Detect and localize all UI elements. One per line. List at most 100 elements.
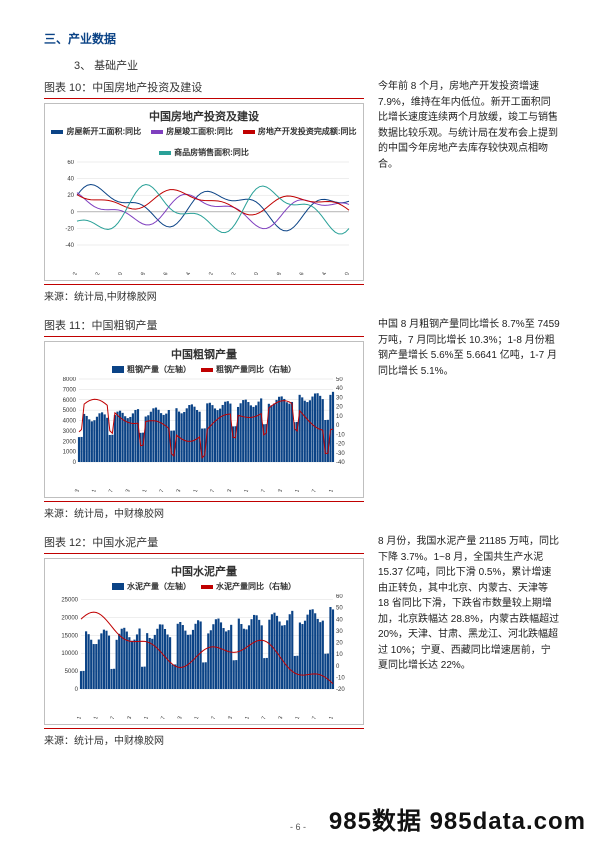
svg-text:2015-07: 2015-07 — [255, 716, 268, 719]
svg-text:40: 40 — [67, 177, 74, 183]
fig10-body: 今年前 8 个月，房地产开发投资增速 7.9%，维持在年内低位。新开工面积同比增… — [378, 79, 560, 172]
svg-text:1000: 1000 — [63, 450, 77, 456]
svg-text:2012-04: 2012-04 — [180, 272, 193, 275]
svg-text:10000: 10000 — [61, 651, 78, 657]
rule — [44, 553, 364, 554]
svg-text:50: 50 — [336, 606, 343, 612]
fig10-caption: 图表 10：中国房地产投资及建设 — [44, 79, 364, 95]
fig11-body: 中国 8 月粗钢产量同比增长 8.7%至 7459 万吨，7 月同比增长 10.… — [378, 317, 560, 379]
svg-text:2014-11: 2014-11 — [238, 489, 250, 492]
svg-text:2016-06: 2016-06 — [293, 272, 306, 275]
rule — [44, 336, 364, 337]
svg-text:2008-12: 2008-12 — [89, 272, 102, 275]
sub-heading: 3、 基础产业 — [74, 57, 560, 73]
svg-text:20: 20 — [67, 193, 74, 199]
svg-text:20000: 20000 — [61, 615, 78, 621]
svg-text:2010-03: 2010-03 — [121, 716, 134, 719]
svg-text:-30: -30 — [336, 451, 345, 457]
svg-text:4000: 4000 — [63, 419, 77, 425]
svg-text:2008-11: 2008-11 — [85, 489, 97, 492]
svg-text:2016-03: 2016-03 — [272, 489, 285, 492]
svg-text:0: 0 — [73, 460, 77, 466]
fig12-caption: 图表 12：中国水泥产量 — [44, 534, 364, 550]
svg-text:30: 30 — [336, 629, 343, 635]
rule — [44, 728, 364, 729]
svg-text:8000: 8000 — [63, 377, 77, 383]
svg-text:2016-11: 2016-11 — [289, 489, 301, 492]
svg-text:2009-10: 2009-10 — [112, 272, 125, 275]
svg-text:2008-11: 2008-11 — [87, 716, 99, 719]
svg-text:2000: 2000 — [63, 439, 77, 445]
rule — [44, 501, 364, 502]
svg-text:2009-07: 2009-07 — [104, 716, 117, 719]
fig10-source: 来源：统计局,中财橡胶网 — [44, 288, 364, 303]
fig10-chart: 中国房地产投资及建设 房屋新开工面积:同比 房屋竣工面积:同比 房地产开发投资完… — [44, 103, 364, 281]
svg-text:2011-06: 2011-06 — [157, 272, 169, 275]
svg-text:2010-11: 2010-11 — [136, 489, 148, 492]
svg-text:2012-11: 2012-11 — [187, 489, 199, 492]
svg-text:2013-12: 2013-12 — [225, 272, 238, 275]
svg-text:10: 10 — [336, 414, 343, 420]
svg-text:2017-04: 2017-04 — [316, 272, 329, 275]
fig11-title: 中国粗钢产量 — [51, 346, 357, 362]
svg-text:2014-11: 2014-11 — [238, 716, 250, 719]
svg-text:-10: -10 — [336, 432, 345, 438]
svg-text:0: 0 — [71, 210, 75, 216]
svg-text:2010-03: 2010-03 — [119, 489, 132, 492]
fig10-svg: -40 -20 0 20 40 60 2008-02 2008-12 2009-10 2010-0… — [51, 160, 355, 275]
svg-text:2015-08: 2015-08 — [270, 272, 283, 275]
figure-11: 图表 11：中国粗钢产量 中国粗钢产量 粗钢产量（左轴） 粗钢产量同比（右轴） … — [44, 317, 560, 520]
svg-text:5000: 5000 — [63, 408, 77, 414]
fig12-chart: 中国水泥产量 水泥产量（左轴） 水泥产量同比（右轴） 0500010000150… — [44, 558, 364, 725]
svg-text:-40: -40 — [65, 243, 74, 249]
svg-text:15000: 15000 — [61, 633, 78, 639]
svg-text:2014-03: 2014-03 — [222, 716, 235, 719]
svg-text:-10: -10 — [336, 675, 345, 681]
fig10-legend: 房屋新开工面积:同比 房屋竣工面积:同比 房地产开发投资完成额:同比 商品房销售… — [51, 126, 357, 158]
svg-text:0: 0 — [336, 664, 340, 670]
fig12-body: 8 月份，我国水泥产量 21185 万吨，同比下降 3.7%。1~8 月，全国共… — [378, 534, 560, 674]
svg-text:3000: 3000 — [63, 429, 77, 435]
figure-12: 图表 12：中国水泥产量 中国水泥产量 水泥产量（左轴） 水泥产量同比（右轴） … — [44, 534, 560, 747]
section-title: 三、产业数据 — [44, 30, 560, 47]
svg-text:2017-10: 2017-10 — [338, 272, 351, 275]
svg-text:-20: -20 — [336, 687, 345, 693]
fig12-legend: 水泥产量（左轴） 水泥产量同比（右轴） — [51, 581, 357, 592]
svg-text:20: 20 — [336, 405, 343, 411]
svg-text:2010-11: 2010-11 — [138, 716, 150, 719]
svg-text:2008-01: 2008-01 — [70, 716, 83, 719]
svg-text:30: 30 — [336, 395, 343, 401]
svg-text:2008-03: 2008-03 — [68, 489, 81, 492]
svg-text:0: 0 — [336, 423, 340, 429]
svg-text:6000: 6000 — [63, 398, 77, 404]
svg-text:2015-07: 2015-07 — [255, 489, 268, 492]
svg-text:2017-11: 2017-11 — [322, 489, 334, 492]
svg-text:2013-02: 2013-02 — [202, 272, 215, 275]
svg-text:2014-03: 2014-03 — [221, 489, 234, 492]
svg-text:2017-11: 2017-11 — [322, 716, 334, 719]
svg-text:40: 40 — [336, 386, 343, 392]
svg-text:-20: -20 — [65, 226, 74, 232]
svg-text:2013-07: 2013-07 — [204, 489, 217, 492]
svg-text:2014-10: 2014-10 — [248, 272, 261, 275]
svg-text:2017-07: 2017-07 — [306, 716, 319, 719]
svg-text:60: 60 — [67, 160, 74, 166]
watermark: 985数据 985data.com — [329, 801, 586, 836]
fig11-legend: 粗钢产量（左轴） 粗钢产量同比（右轴） — [51, 364, 357, 375]
fig10-title: 中国房地产投资及建设 — [51, 108, 357, 124]
rule — [44, 284, 364, 285]
svg-text:2010-08: 2010-08 — [134, 272, 147, 275]
fig11-svg: 010002000300040005000600070008000-40-30-… — [51, 377, 355, 492]
fig12-svg: 0500010000150002000025000-20-10010203040… — [51, 594, 355, 719]
svg-text:0: 0 — [75, 687, 79, 693]
svg-text:2013-07: 2013-07 — [205, 716, 218, 719]
svg-text:2012-03: 2012-03 — [171, 716, 184, 719]
svg-text:40: 40 — [336, 617, 343, 623]
rule — [44, 98, 364, 99]
svg-text:2008-02: 2008-02 — [66, 272, 79, 275]
svg-text:2012-03: 2012-03 — [170, 489, 183, 492]
svg-text:5000: 5000 — [65, 669, 79, 675]
svg-text:7000: 7000 — [63, 387, 77, 393]
svg-text:60: 60 — [336, 594, 343, 600]
svg-text:2017-07: 2017-07 — [305, 489, 318, 492]
